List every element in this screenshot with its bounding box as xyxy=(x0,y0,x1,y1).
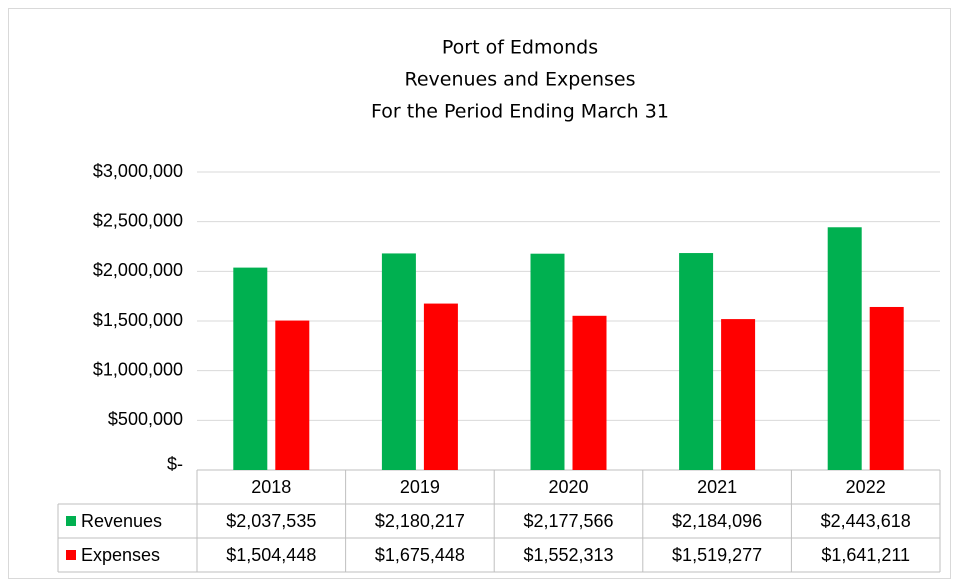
bar xyxy=(530,253,565,470)
legend-swatch xyxy=(66,550,76,560)
chart-border xyxy=(8,8,951,579)
y-tick-label: $500,000 xyxy=(108,409,183,429)
bar xyxy=(721,319,756,470)
legend-swatch xyxy=(66,516,76,526)
y-tick-label: $3,000,000 xyxy=(93,161,183,181)
y-tick-label: $2,000,000 xyxy=(93,260,183,280)
table-value: $2,037,535 xyxy=(226,511,316,531)
table-value: $1,675,448 xyxy=(375,545,465,565)
bar xyxy=(679,253,714,470)
bar xyxy=(423,303,458,470)
x-tick-label: 2021 xyxy=(697,477,737,497)
table-value: $1,552,313 xyxy=(523,545,613,565)
legend-label: Revenues xyxy=(81,511,162,531)
bar xyxy=(827,227,862,470)
chart-title: Revenues and Expenses xyxy=(405,69,636,91)
table-value: $2,180,217 xyxy=(375,511,465,531)
table-value: $2,184,096 xyxy=(672,511,762,531)
table-value: $2,443,618 xyxy=(821,511,911,531)
table-value: $1,519,277 xyxy=(672,545,762,565)
table-value: $1,504,448 xyxy=(226,545,316,565)
bar xyxy=(275,320,310,470)
y-tick-label: $2,500,000 xyxy=(93,210,183,230)
bar xyxy=(869,306,904,470)
bar xyxy=(233,267,268,470)
y-tick-label: $1,000,000 xyxy=(93,359,183,379)
table-value: $2,177,566 xyxy=(523,511,613,531)
table-value: $1,641,211 xyxy=(821,545,910,565)
y-tick-label: $1,500,000 xyxy=(93,310,183,330)
x-tick-label: 2020 xyxy=(548,477,588,497)
x-tick-label: 2022 xyxy=(846,477,886,497)
bar xyxy=(381,253,416,470)
bar xyxy=(572,315,607,470)
y-tick-label: $- xyxy=(167,454,183,474)
chart-title: Port of Edmonds xyxy=(442,37,598,59)
x-tick-label: 2019 xyxy=(400,477,440,497)
x-tick-label: 2018 xyxy=(251,477,291,497)
chart-title: For the Period Ending March 31 xyxy=(371,101,669,123)
legend-label: Expenses xyxy=(81,545,160,565)
